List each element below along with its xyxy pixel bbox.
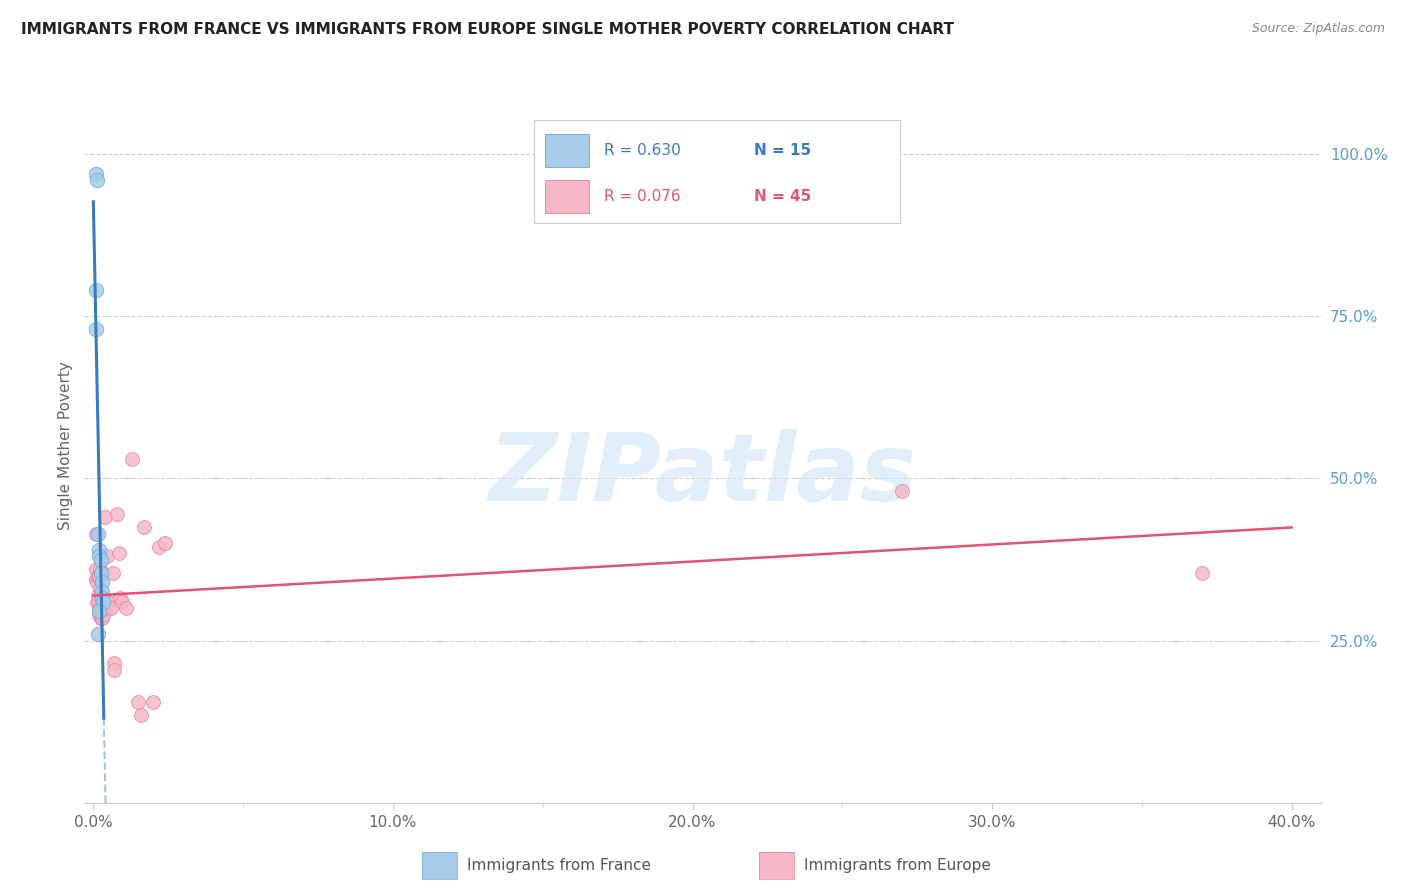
Immigrants from France <box>90 585 112 599</box>
Immigrants from Europe <box>94 510 117 524</box>
Immigrants from Europe <box>105 507 128 521</box>
Immigrants from Europe <box>111 595 134 609</box>
Immigrants from Europe <box>148 540 170 554</box>
Text: ZIPatlas: ZIPatlas <box>489 428 917 521</box>
Immigrants from Europe <box>142 695 165 709</box>
Immigrants from Europe <box>97 595 120 609</box>
Text: Immigrants from France: Immigrants from France <box>467 858 651 872</box>
Immigrants from Europe <box>90 611 112 625</box>
Immigrants from Europe <box>115 601 138 615</box>
Immigrants from Europe <box>87 588 110 602</box>
Immigrants from Europe <box>101 566 124 580</box>
Immigrants from Europe <box>97 595 120 609</box>
FancyBboxPatch shape <box>546 134 589 167</box>
Immigrants from Europe <box>84 526 107 541</box>
Immigrants from Europe <box>89 562 111 576</box>
Immigrants from France <box>84 283 107 297</box>
Immigrants from Europe <box>96 549 118 564</box>
Immigrants from Europe <box>90 607 112 622</box>
Y-axis label: Single Mother Poverty: Single Mother Poverty <box>58 361 73 531</box>
Immigrants from France <box>86 167 108 181</box>
Immigrants from Europe <box>103 657 125 671</box>
Immigrants from Europe <box>86 595 108 609</box>
Immigrants from Europe <box>91 607 114 622</box>
Immigrants from France <box>90 575 112 590</box>
Immigrants from France <box>91 591 114 606</box>
Immigrants from Europe <box>891 484 914 499</box>
Immigrants from France <box>90 566 112 580</box>
Text: R = 0.630: R = 0.630 <box>603 143 681 158</box>
Immigrants from France <box>90 552 112 566</box>
Immigrants from France <box>87 542 110 557</box>
Immigrants from Europe <box>127 695 149 709</box>
Text: Source: ZipAtlas.com: Source: ZipAtlas.com <box>1251 22 1385 36</box>
Immigrants from Europe <box>155 536 177 550</box>
Immigrants from Europe <box>93 595 115 609</box>
Immigrants from Europe <box>86 562 108 576</box>
Immigrants from Europe <box>87 595 110 609</box>
Immigrants from Europe <box>103 663 125 677</box>
Immigrants from Europe <box>129 708 152 723</box>
Immigrants from France <box>89 549 111 564</box>
Text: N = 45: N = 45 <box>754 189 811 204</box>
Immigrants from Europe <box>89 607 111 622</box>
Immigrants from France <box>86 173 108 187</box>
FancyBboxPatch shape <box>546 180 589 212</box>
Immigrants from Europe <box>91 604 114 618</box>
Immigrants from Europe <box>91 611 114 625</box>
Immigrants from Europe <box>100 601 122 615</box>
Immigrants from Europe <box>87 568 110 582</box>
Text: R = 0.076: R = 0.076 <box>603 189 681 204</box>
Immigrants from France <box>89 604 111 618</box>
Immigrants from Europe <box>90 601 112 615</box>
Immigrants from Europe <box>121 452 143 467</box>
Immigrants from France <box>91 595 114 609</box>
Immigrants from France <box>87 526 110 541</box>
Immigrants from France <box>87 627 110 641</box>
Immigrants from Europe <box>108 546 131 560</box>
Immigrants from Europe <box>93 601 115 615</box>
Immigrants from Europe <box>89 582 111 596</box>
Immigrants from Europe <box>134 520 156 534</box>
Text: Immigrants from Europe: Immigrants from Europe <box>804 858 991 872</box>
Immigrants from Europe <box>110 591 132 606</box>
Immigrants from Europe <box>1191 566 1213 580</box>
Immigrants from Europe <box>86 572 108 586</box>
Immigrants from Europe <box>87 604 110 618</box>
Immigrants from Europe <box>89 601 111 615</box>
Immigrants from Europe <box>90 611 112 625</box>
Immigrants from France <box>84 322 107 336</box>
Immigrants from Europe <box>87 568 110 582</box>
Immigrants from Europe <box>86 575 108 590</box>
Text: N = 15: N = 15 <box>754 143 811 158</box>
Text: IMMIGRANTS FROM FRANCE VS IMMIGRANTS FROM EUROPE SINGLE MOTHER POVERTY CORRELATI: IMMIGRANTS FROM FRANCE VS IMMIGRANTS FRO… <box>21 22 955 37</box>
